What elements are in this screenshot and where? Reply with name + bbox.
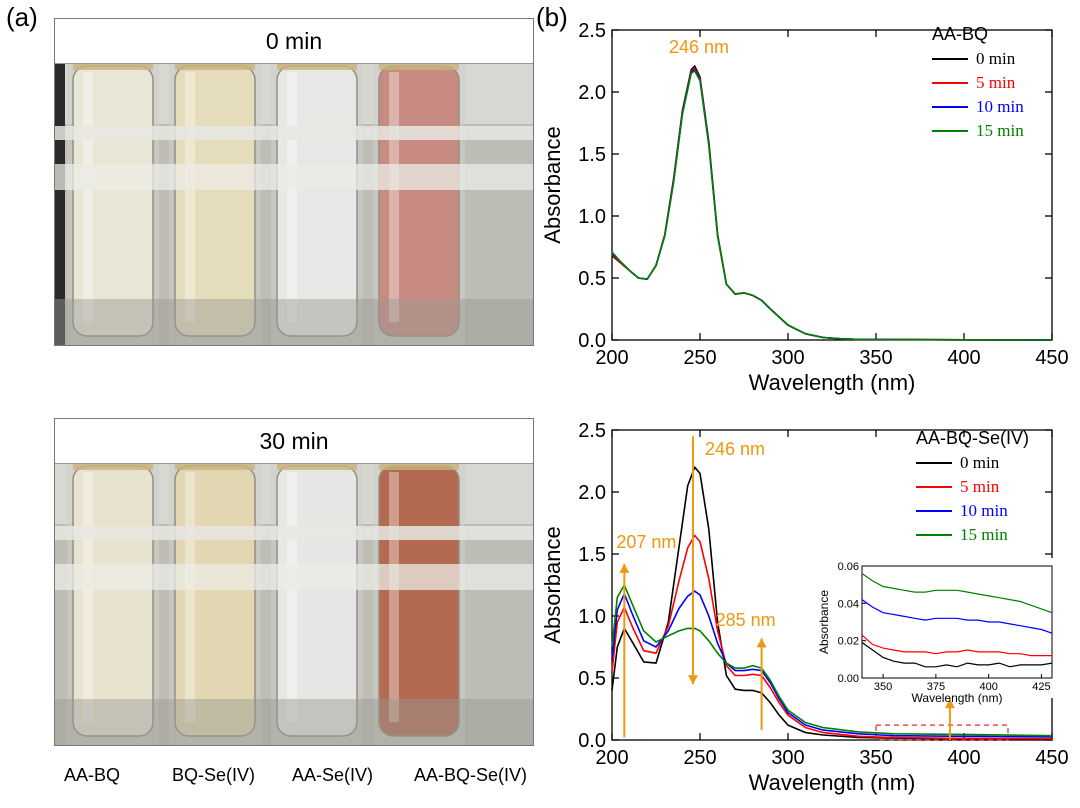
chart-top-ytick-label: 0.5 xyxy=(578,268,606,290)
chart-bottom-ylabel: Absorbance xyxy=(540,526,565,643)
chart-top-legend-item: 15 min xyxy=(976,121,1024,140)
photo-0min: 0 min xyxy=(54,18,534,346)
chart-top-ytick-label: 2.5 xyxy=(578,20,606,42)
photo-30min: 30 min xyxy=(54,418,534,746)
chart-bottom-ytick-label: 0.0 xyxy=(578,730,606,752)
chart-bottom-ytick-label: 1.0 xyxy=(578,606,606,628)
inset-series-10-min xyxy=(861,599,1053,634)
inset-chart: 350 375 400 425 0.00 0.02 0.04 0.06 Wavelength (… xyxy=(817,558,1058,705)
chart-bottom-highlight-box xyxy=(875,724,1009,741)
inset-series-5-min xyxy=(861,634,1052,657)
chart-bottom-207-label: 207 nm xyxy=(616,532,676,552)
chart-top-series-15-min xyxy=(611,70,1053,341)
chart-bottom-ytick-label: 0.5 xyxy=(578,668,606,690)
chart-bottom-inset-pointer-arrow-head xyxy=(944,699,955,709)
chart-bottom-xtick-label: 300 xyxy=(771,747,804,769)
photo-30min-scene xyxy=(55,464,533,745)
chart-bottom-285-arrow-head xyxy=(756,638,767,648)
tubes-0min-drawing xyxy=(55,64,533,345)
chart-bottom-ytick-label: 2.5 xyxy=(578,420,606,442)
inset-ytick-label: 0.04 xyxy=(838,598,859,610)
inset-ylabel: Absorbance xyxy=(817,590,831,654)
chart-bottom-xtick-label: 450 xyxy=(1035,747,1068,769)
chart-bottom-series-15-min xyxy=(611,584,1053,737)
inset-xtick-label: 350 xyxy=(874,681,892,693)
chart-bottom-xlabel: Wavelength (nm) xyxy=(749,770,916,795)
chart-bottom-series-5-min xyxy=(611,534,1053,740)
chart-bottom-ytick-label: 2.0 xyxy=(578,482,606,504)
chart-bottom-285-label: 285 nm xyxy=(716,610,776,630)
chart-top-xtick-label: 200 xyxy=(595,347,628,369)
tube-label-bq-se: BQ-Se(IV) xyxy=(172,765,256,785)
chart-top-ytick-label: 1.5 xyxy=(578,144,606,166)
chart-bottom-xtick-label: 200 xyxy=(595,747,628,769)
photo-0min-title: 0 min xyxy=(55,19,533,64)
chart-top-xlabel: Wavelength (nm) xyxy=(749,370,916,395)
chart-top-xtick-label: 250 xyxy=(683,347,716,369)
chart-bottom-legend-item: 10 min xyxy=(960,501,1008,520)
inset-xlabel: Wavelength (nm) xyxy=(912,691,1003,705)
chart-top-xtick-label: 400 xyxy=(947,347,980,369)
chart-top-legend-title: AA-BQ xyxy=(932,24,988,44)
chart-top-xtick-label: 300 xyxy=(771,347,804,369)
inset-series-0-min xyxy=(861,642,1053,668)
panel-b-label: (b) xyxy=(536,2,568,32)
inset-ytick-label: 0.02 xyxy=(838,636,859,648)
inset-xtick-label: 375 xyxy=(927,681,945,693)
inset-xtick-label: 425 xyxy=(1032,681,1050,693)
chart-bottom-legend-item: 5 min xyxy=(960,477,1000,496)
tube-label-aa-se: AA-Se(IV) xyxy=(292,765,374,785)
chart-bottom-legend-item: 0 min xyxy=(960,453,1000,472)
chart-bottom-xtick-label: 400 xyxy=(947,747,980,769)
chart-bottom-legend-item: 15 min xyxy=(960,525,1008,544)
chart-bottom-246-label: 246 nm xyxy=(705,439,765,459)
chart-bottom-207-arrow-head xyxy=(619,563,630,573)
inset-background xyxy=(858,558,1058,698)
chart-top-ytick-label: 0.0 xyxy=(578,330,606,352)
inset-ytick-label: 0.00 xyxy=(838,673,859,685)
chart-top-plot-frame xyxy=(611,29,1053,341)
tube-label-aa-bq: AA-BQ xyxy=(64,765,121,785)
photo-0min-scene xyxy=(55,64,533,345)
chart-bottom-ytick-label: 1.5 xyxy=(578,544,606,566)
chart-top-xtick-label: 350 xyxy=(859,347,892,369)
panel-a-label: (a) xyxy=(6,2,38,32)
chart-bottom-246-arrow-head xyxy=(687,675,698,685)
inset-xtick-label: 400 xyxy=(979,681,997,693)
chart-top-ylabel: Absorbance xyxy=(540,126,565,243)
inset-ytick-label: 0.06 xyxy=(838,561,859,573)
chart-top-legend-item: 0 min xyxy=(976,49,1016,68)
chart-aa-bq: 200 250 300 350 400 450 0.0 0.5 1.0 1.5 2.0 2.5 Wave… xyxy=(540,20,1069,395)
inset-series-15-min xyxy=(861,573,1053,614)
chart-bottom-xtick-label: 350 xyxy=(859,747,892,769)
inset-plot-frame xyxy=(861,565,1053,679)
chart-top-peak-annotation: 246 nm xyxy=(669,37,729,57)
chart-bottom-legend-title: AA-BQ-Se(IV) xyxy=(916,428,1029,448)
photo-30min-title: 30 min xyxy=(55,419,533,464)
tube-label-aa-bq-se: AA-BQ-Se(IV) xyxy=(414,765,528,785)
chart-top-xtick-label: 450 xyxy=(1035,347,1068,369)
chart-top-ytick-label: 2.0 xyxy=(578,82,606,104)
tubes-30min-drawing xyxy=(55,464,533,745)
chart-top-legend-item: 10 min xyxy=(976,97,1024,116)
chart-top-ytick-label: 1.0 xyxy=(578,206,606,228)
chart-top-legend-item: 5 min xyxy=(976,73,1016,92)
chart-bottom-xtick-label: 250 xyxy=(683,747,716,769)
chart-aa-bq-se: 200 250 300 350 400 450 0.0 0.5 1.0 1.5 2.0 2.5 Wave… xyxy=(540,420,1069,795)
chart-bottom-series-0-min xyxy=(611,466,1053,741)
